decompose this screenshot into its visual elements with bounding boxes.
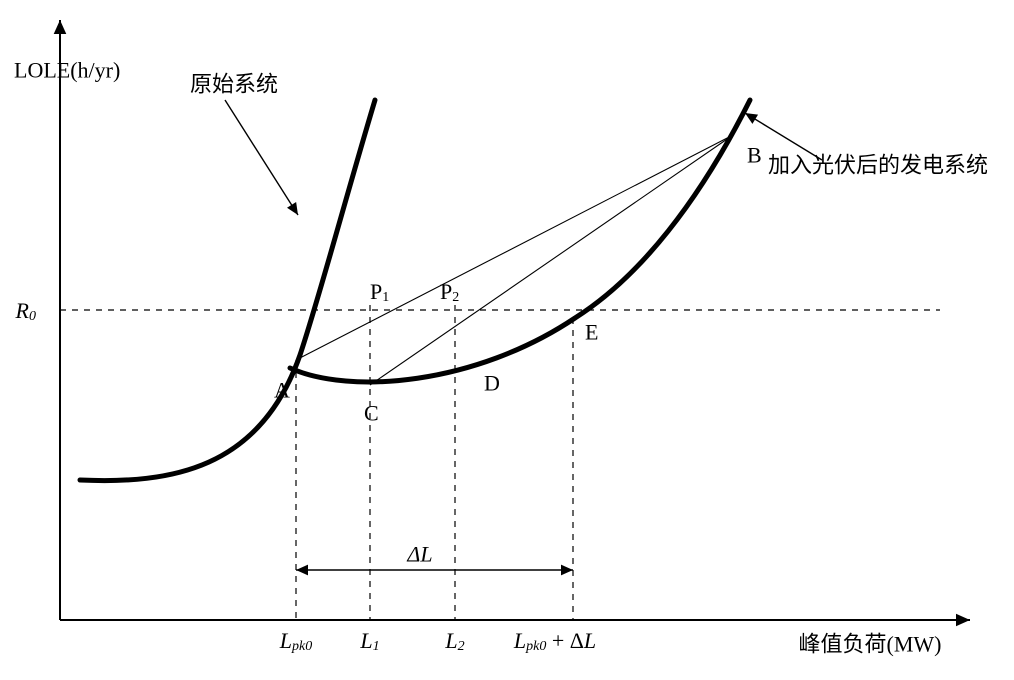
delta-l-label: ΔL	[406, 542, 432, 567]
chart-svg: LOLE(h/yr) 峰值负荷(MW) ΔL 原始系统加入光伏后的发电系统 R0 Lpk0…	[0, 0, 1014, 680]
point-label-D: D	[484, 371, 500, 396]
pv-system-label: 加入光伏后的发电系统	[768, 153, 988, 178]
point-label-B: B	[747, 143, 762, 168]
point-label-E: E	[585, 320, 598, 345]
x-tick-2: L2	[444, 628, 464, 654]
y-axis-label: LOLE(h/yr)	[14, 58, 120, 83]
pv-system-curve	[290, 100, 750, 382]
x-tick-3: Lpk0 + ΔL	[513, 628, 596, 654]
point-label-P1: P1	[370, 279, 389, 305]
point-label-C: C	[364, 401, 379, 426]
point-label-P2: P2	[440, 279, 459, 305]
chart-figure: LOLE(h/yr) 峰值负荷(MW) ΔL 原始系统加入光伏后的发电系统 R0 Lpk0…	[0, 0, 1014, 680]
original-system-label: 原始系统	[190, 72, 278, 97]
y-tick-r0: R0	[15, 298, 36, 324]
original-system-curve	[80, 100, 375, 481]
x-axis-label: 峰值负荷(MW)	[799, 632, 942, 657]
x-tick-1: L1	[359, 628, 379, 654]
x-tick-0: Lpk0	[279, 628, 312, 654]
point-label-A: A	[274, 378, 290, 403]
